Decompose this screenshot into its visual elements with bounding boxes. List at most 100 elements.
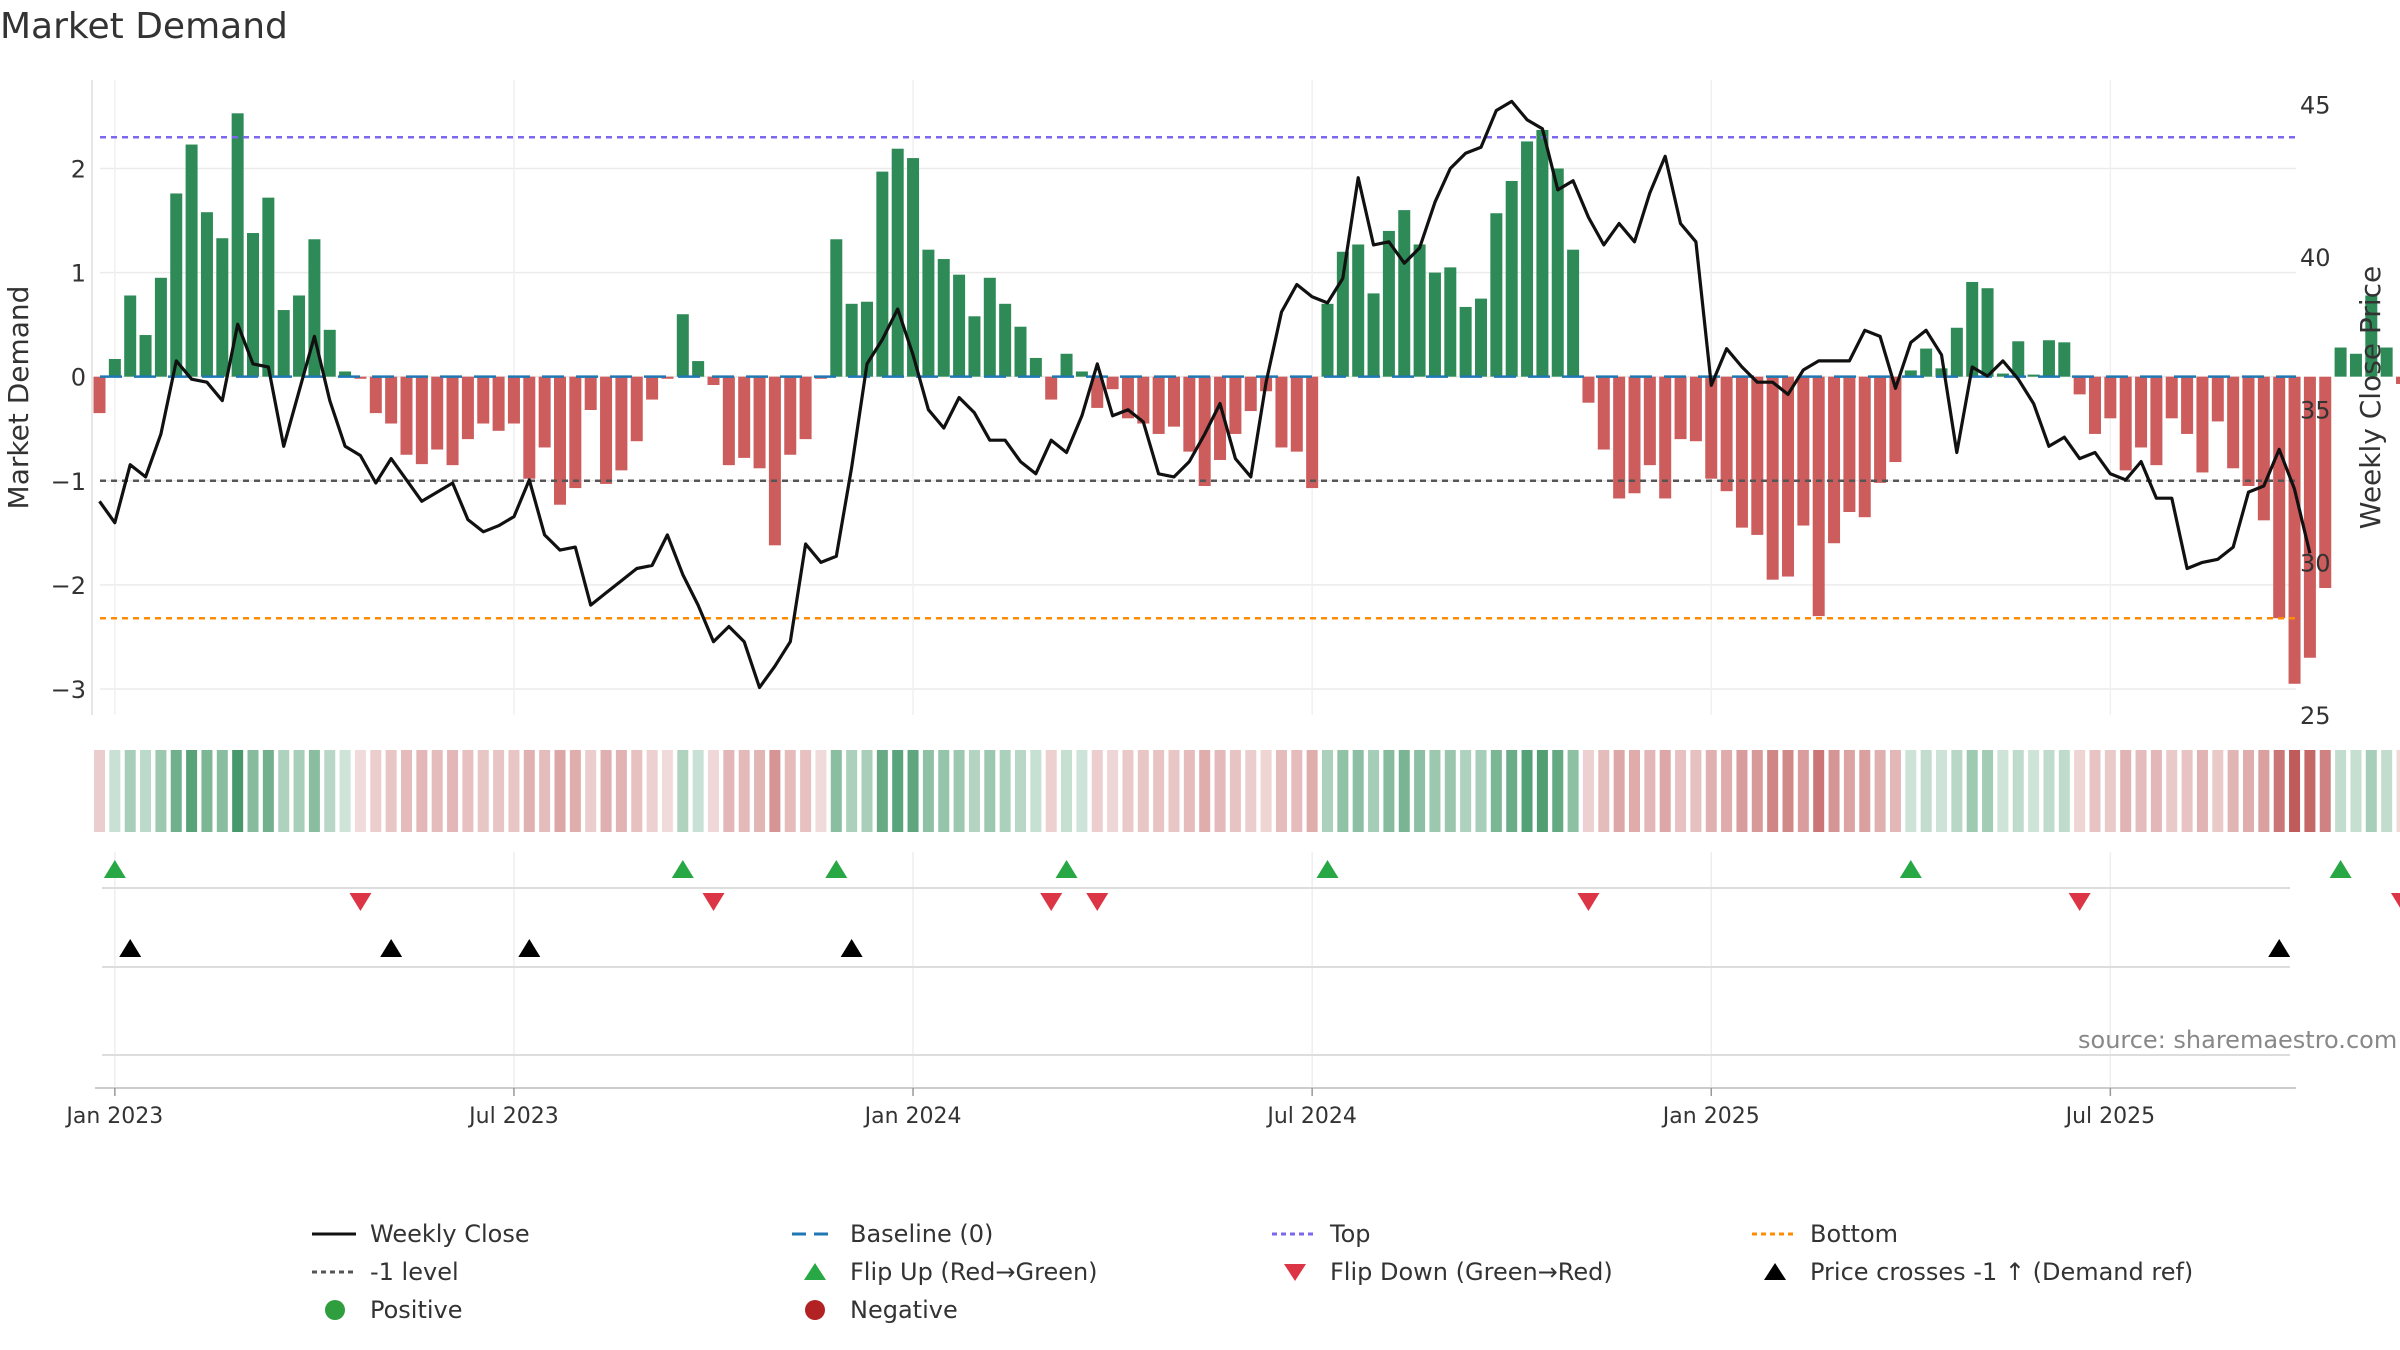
heat-cell [2289, 750, 2301, 832]
heat-cell [278, 750, 290, 832]
heat-cell [109, 750, 121, 832]
heat-cell [155, 750, 167, 832]
demand-bar-negative [1782, 376, 1794, 577]
heat-cell [462, 750, 474, 832]
heat-cell [1137, 750, 1149, 832]
heat-cell [1920, 750, 1932, 832]
heat-cell [1260, 750, 1272, 832]
heat-cell [2319, 750, 2331, 832]
demand-bar-negative [2319, 376, 2332, 588]
heat-cell [631, 750, 643, 832]
demand-bar-negative [1705, 376, 1718, 479]
demand-bar-positive [108, 358, 121, 377]
heat-cell [1843, 750, 1855, 832]
demand-bar-positive [170, 193, 183, 377]
heat-cell [2120, 750, 2132, 832]
heat-cell [431, 750, 443, 832]
legend-label: Weekly Close [370, 1220, 530, 1248]
legend-label: Top [1330, 1220, 1371, 1248]
heat-cell [2150, 750, 2162, 832]
price-line [98, 99, 2312, 690]
legend-symbol [312, 1232, 356, 1236]
legend-symbol [1752, 1232, 1796, 1236]
demand-bar-positive [262, 197, 275, 377]
axes: 2 1 0 −1 −2 −3 45 40 35 30 25 Market Demand Weekly C… [2, 80, 2387, 1129]
demand-bar-negative [630, 376, 643, 442]
heat-cell [1107, 750, 1119, 832]
heat-cell [2181, 750, 2193, 832]
demand-bar-negative [1735, 376, 1748, 528]
heat-cell [186, 750, 198, 832]
y-tick-label: 0 [71, 364, 86, 392]
demand-bar-negative [1275, 376, 1288, 448]
heat-cell [1506, 750, 1518, 832]
heat-cell [201, 750, 213, 832]
heat-cell [1675, 750, 1687, 832]
price-cross-marker [2268, 939, 2291, 957]
heat-cell [907, 750, 919, 832]
demand-bar-positive [1981, 288, 1994, 377]
heat-cell [569, 750, 581, 832]
heat-cell [830, 750, 842, 832]
heat-cell [1874, 750, 1886, 832]
heat-cell [523, 750, 535, 832]
demand-bar-negative [753, 376, 766, 469]
y-axis-label: Market Demand [2, 286, 35, 510]
demand-bar-negative [1812, 376, 1825, 617]
demand-bar-negative [93, 376, 106, 414]
demand-bar-positive [2058, 342, 2071, 377]
weekly-close-line [98, 99, 2312, 690]
demand-bar-negative [2288, 376, 2301, 684]
heat-cell [661, 750, 673, 832]
demand-bar-negative [2227, 376, 2240, 469]
demand-bar-positive [2012, 341, 2025, 377]
demand-bar-positive [1490, 213, 1503, 377]
legend-label: Positive [370, 1296, 463, 1324]
demand-bar-positive [1075, 371, 1088, 377]
demand-bar-positive [891, 148, 904, 377]
heat-cell [769, 750, 781, 832]
demand-bar-positive [154, 277, 167, 377]
demand-bar-negative [1582, 376, 1595, 403]
heat-cell [1061, 750, 1073, 832]
heat-cell [477, 750, 489, 832]
demand-bar-negative [554, 376, 566, 505]
heat-cell [2089, 750, 2101, 832]
heat-cell [1229, 750, 1241, 832]
demand-bar-negative [722, 376, 735, 466]
heat-cell [1966, 750, 1978, 832]
heat-cell [1997, 750, 2009, 832]
demand-bar-negative [584, 376, 597, 410]
demand-bar-negative [354, 376, 367, 379]
heat-cell [308, 750, 320, 832]
heat-cell [1091, 750, 1103, 832]
heat-cell [2396, 750, 2400, 832]
heat-cell [646, 750, 658, 832]
heat-cell [1521, 750, 1533, 832]
heat-cell [1859, 750, 1871, 832]
legend-symbol [1272, 1232, 1316, 1236]
flip-up-marker [2329, 860, 2352, 878]
flip-down-marker [349, 893, 372, 911]
demand-bar-positive [231, 113, 244, 377]
heat-cell [2104, 750, 2116, 832]
demand-bar-positive [1060, 353, 1073, 377]
legend-label: Flip Up (Red→Green) [850, 1258, 1098, 1286]
demand-bar-positive [2042, 340, 2055, 377]
heat-cell [1552, 750, 1564, 832]
heat-cell [1168, 750, 1180, 832]
demand-bar-negative [1843, 376, 1856, 513]
price-cross-marker [119, 939, 142, 957]
demand-bar-positive [2334, 347, 2347, 377]
demand-bar-positive [2349, 353, 2362, 377]
heat-cell [339, 750, 351, 832]
flip-up-marker [1899, 860, 1922, 878]
demand-bar-negative [1643, 376, 1656, 466]
demand-bar-negative [507, 376, 520, 424]
demand-bar-positive [1444, 267, 1457, 377]
demand-bar-negative [1045, 376, 1058, 400]
demand-bar-negative [2150, 376, 2163, 466]
heat-cell [416, 750, 428, 832]
heat-cell [1644, 750, 1656, 832]
demand-bar-positive [1966, 281, 1979, 377]
